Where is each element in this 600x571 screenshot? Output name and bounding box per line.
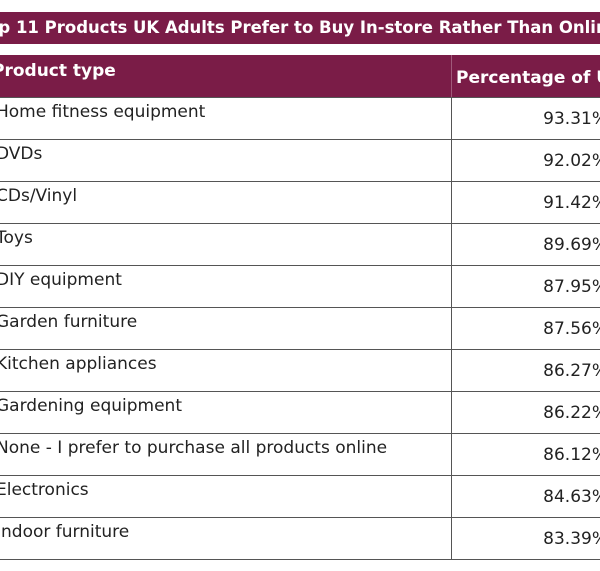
row-border (0, 97, 600, 98)
cell-value: 89.69% (543, 235, 600, 255)
row-border (0, 433, 600, 434)
cell-value: 93.31% (543, 109, 600, 129)
title-bar (0, 12, 600, 44)
column-divider (451, 307, 452, 349)
row-border (0, 475, 600, 476)
column-divider (451, 433, 452, 475)
row-border (0, 181, 600, 182)
cell-label: Gardening equipment (0, 396, 182, 416)
column-divider (451, 391, 452, 433)
header-divider (451, 55, 452, 97)
cell-label: DVDs (0, 144, 43, 164)
cell-value: 87.95% (543, 277, 600, 297)
column-header: Percentage of U (456, 68, 600, 88)
cell-label: DIY equipment (0, 270, 122, 290)
row-border (0, 223, 600, 224)
cell-value: 86.27% (543, 361, 600, 381)
cell-label: Toys (0, 228, 33, 248)
row-border (0, 307, 600, 308)
cell-value: 83.39% (543, 529, 600, 549)
column-divider (451, 139, 452, 181)
row-border (0, 391, 600, 392)
cell-label: Kitchen appliances (0, 354, 157, 374)
cell-label: Garden furniture (0, 312, 138, 332)
column-divider (451, 349, 452, 391)
row-border (0, 139, 600, 140)
cell-label: Indoor furniture (0, 522, 130, 542)
cell-label: Electronics (0, 480, 89, 500)
cell-value: 86.22% (543, 403, 600, 423)
cell-value: 87.56% (543, 319, 600, 339)
row-border (0, 265, 600, 266)
header-row (0, 55, 600, 97)
column-divider (451, 181, 452, 223)
column-divider (451, 223, 452, 265)
cell-label: CDs/Vinyl (0, 186, 78, 206)
cell-label: Home fitness equipment (0, 102, 206, 122)
column-divider (451, 97, 452, 139)
cell-label: None - I prefer to purchase all products… (0, 438, 388, 458)
cell-value: 84.63% (543, 487, 600, 507)
column-divider (451, 517, 452, 559)
column-divider (451, 475, 452, 517)
column-divider (451, 265, 452, 307)
row-border (0, 559, 600, 560)
row-border (0, 349, 600, 350)
table-title: Top 11 Products UK Adults Prefer to Buy … (0, 18, 600, 37)
column-header: Product type (0, 61, 116, 81)
cell-value: 86.12% (543, 445, 600, 465)
cell-value: 92.02% (543, 151, 600, 171)
row-border (0, 517, 600, 518)
cell-value: 91.42% (543, 193, 600, 213)
